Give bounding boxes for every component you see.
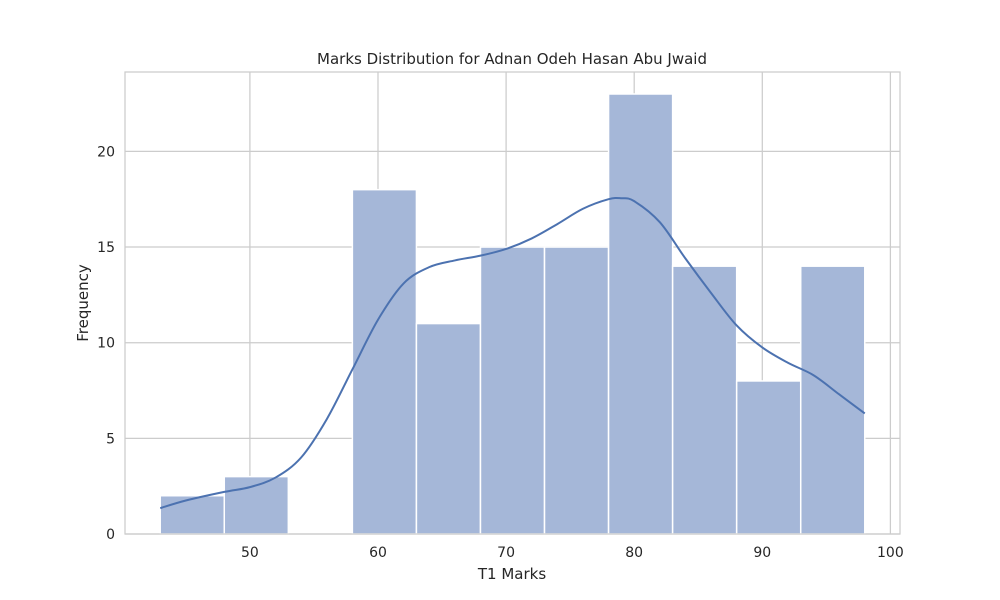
histogram-bar-6 xyxy=(543,246,610,535)
histogram-bar-9 xyxy=(735,380,802,535)
y-axis-label: Frequency xyxy=(74,264,92,342)
plot-frame xyxy=(124,71,901,535)
histogram-bar-4 xyxy=(415,322,482,535)
y-tick-label-0: 0 xyxy=(106,527,115,543)
x-tick-label-90: 90 xyxy=(753,545,771,561)
x-axis-label: T1 Marks xyxy=(477,565,546,583)
x-tick-label-70: 70 xyxy=(497,545,515,561)
x-tick-label-100: 100 xyxy=(877,545,904,561)
histogram-bar-5 xyxy=(479,246,546,535)
kde-curve xyxy=(159,196,866,510)
x-tick-label-50: 50 xyxy=(241,545,259,561)
x-tick-label-60: 60 xyxy=(369,545,387,561)
chart-title: Marks Distribution for Adnan Odeh Hasan … xyxy=(317,50,707,68)
y-tick-label-15: 15 xyxy=(97,240,115,256)
x-tick-label-80: 80 xyxy=(625,545,643,561)
histogram-bar-3 xyxy=(351,188,418,535)
histogram-bar-8 xyxy=(671,265,738,535)
y-tick-label-20: 20 xyxy=(97,144,115,160)
histogram-bar-7 xyxy=(607,93,674,535)
y-axis-ticks: 0 5 10 15 20 xyxy=(97,144,115,543)
x-axis-ticks: 50 60 70 80 90 100 xyxy=(241,545,904,561)
y-tick-label-5: 5 xyxy=(106,431,115,447)
histogram-bars xyxy=(159,93,866,535)
histogram-bar-0 xyxy=(159,494,226,535)
y-tick-label-10: 10 xyxy=(97,336,115,352)
histogram-bar-10 xyxy=(799,265,866,535)
